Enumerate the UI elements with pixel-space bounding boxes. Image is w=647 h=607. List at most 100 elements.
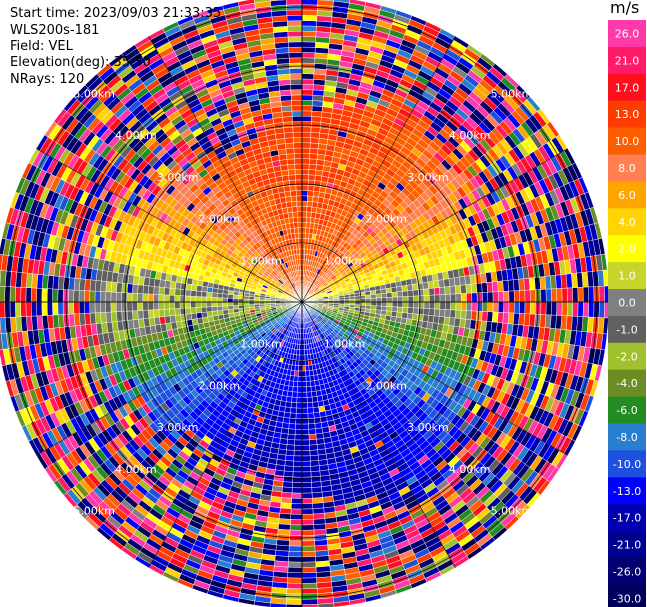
velocity-gate: [487, 301, 494, 313]
velocity-gate: [402, 290, 409, 297]
velocity-gate: [281, 491, 293, 499]
velocity-gate: [301, 100, 313, 107]
velocity-gate: [455, 301, 462, 311]
velocity-gate: [354, 301, 361, 306]
velocity-gate: [540, 289, 547, 303]
velocity-gate: [311, 110, 323, 118]
velocity-gate: [301, 89, 314, 96]
velocity-gate: [309, 158, 318, 165]
velocity-gate: [307, 185, 315, 192]
velocity-gate: [428, 287, 435, 296]
velocity-gate: [508, 290, 515, 303]
velocity-gate: [310, 137, 320, 144]
velocity-gate: [423, 301, 430, 309]
velocity-gate: [417, 307, 425, 315]
velocity-gate: [301, 566, 317, 574]
velocity-gate: [413, 301, 420, 309]
velocity-gate: [290, 513, 303, 520]
velocity-gate: [450, 293, 457, 303]
velocity-gate: [470, 310, 478, 321]
velocity-gate: [502, 312, 510, 324]
velocity-gate: [301, 184, 309, 191]
velocity-gate: [290, 402, 297, 409]
velocity-gate: [292, 466, 303, 473]
velocity-gate: [402, 301, 409, 308]
velocity-gate: [309, 439, 318, 446]
velocity-gate: [582, 301, 589, 318]
velocity-gate: [308, 428, 317, 435]
velocity-gate: [301, 105, 313, 112]
velocity-gate: [301, 131, 312, 138]
velocity-gate: [572, 287, 579, 303]
velocity-gate: [286, 439, 295, 446]
velocity-gate: [296, 402, 303, 409]
velocity-gate: [301, 30, 317, 38]
velocity-gate: [588, 286, 595, 303]
velocity-gate: [307, 179, 315, 187]
velocity-gate: [386, 306, 393, 312]
velocity-gate: [311, 105, 323, 113]
velocity-gate: [292, 482, 303, 489]
velocity-gate: [486, 311, 494, 323]
velocity-gate: [292, 380, 299, 388]
velocity-gate: [292, 471, 303, 478]
velocity-gate: [422, 314, 429, 323]
velocity-gate: [307, 402, 314, 409]
velocity-gate: [293, 455, 303, 462]
velocity-gate: [376, 301, 382, 307]
velocity-gate: [381, 297, 388, 303]
velocity-gate: [476, 292, 483, 303]
velocity-gate: [402, 296, 409, 303]
velocity-gate: [306, 206, 313, 213]
velocity-gate: [291, 487, 303, 494]
velocity-gate: [375, 293, 382, 299]
velocity-gate: [301, 466, 312, 473]
velocity-gate: [301, 529, 315, 536]
velocity-gate: [288, 423, 296, 430]
velocity-gate: [577, 301, 584, 317]
velocity-gate: [417, 289, 425, 297]
velocity-gate: [301, 52, 316, 59]
velocity-gate: [598, 301, 605, 319]
velocity-gate: [309, 449, 319, 456]
velocity-gate: [289, 529, 303, 536]
velocity-gate: [551, 301, 558, 316]
velocity-gate: [444, 294, 451, 303]
velocity-gate: [301, 577, 317, 584]
velocity-gate: [301, 545, 316, 552]
velocity-gate: [301, 503, 314, 510]
velocity-gate: [305, 380, 312, 388]
velocity-gate: [286, 444, 295, 451]
velocity-gate: [354, 295, 361, 300]
velocity-gate: [385, 287, 392, 294]
velocity-gate: [460, 293, 467, 303]
velocity-gate: [482, 301, 489, 312]
velocity-gate: [309, 142, 319, 150]
velocity-gate: [285, 598, 303, 605]
velocity-gate: [295, 413, 303, 420]
velocity-gate: [284, 465, 294, 472]
velocity-gate: [376, 297, 382, 303]
velocity-gate: [349, 299, 356, 303]
velocity-gate: [401, 285, 408, 292]
velocity-gate: [301, 222, 307, 228]
velocity-gate: [487, 291, 494, 303]
velocity-gate: [418, 295, 425, 303]
velocity-gate: [306, 396, 313, 403]
velocity-gate: [491, 311, 499, 323]
velocity-gate: [301, 407, 309, 414]
velocity-gate: [285, 401, 292, 408]
velocity-gate: [380, 292, 388, 299]
velocity-gate: [412, 289, 419, 297]
velocity-gate: [433, 287, 441, 296]
velocity-gate: [301, 492, 313, 499]
velocity-gate: [476, 282, 483, 294]
velocity-gate: [305, 365, 310, 372]
velocity-gate: [588, 301, 595, 318]
velocity-gate: [411, 283, 419, 291]
velocity-gate: [298, 354, 303, 361]
velocity-gate: [301, 46, 316, 53]
velocity-gate: [386, 292, 393, 298]
velocity-gate: [297, 381, 303, 388]
velocity-gate: [301, 402, 308, 409]
